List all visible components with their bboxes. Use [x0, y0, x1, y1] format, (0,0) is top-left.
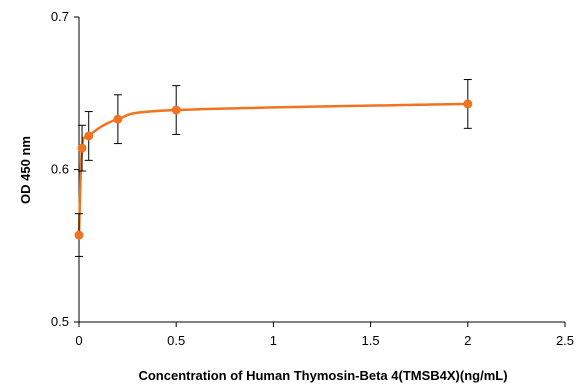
data-point — [84, 131, 94, 141]
x-tick-label: 2 — [464, 333, 471, 348]
x-tick-label: 1.5 — [362, 333, 380, 348]
data-point — [171, 105, 181, 115]
fit-line — [77, 102, 468, 236]
fit-curve — [77, 102, 468, 236]
x-axis-title: Concentration of Human Thymosin-Beta 4(T… — [138, 368, 507, 383]
data-points — [74, 99, 473, 240]
y-tick-label: 0.6 — [51, 162, 69, 177]
data-point — [113, 114, 123, 124]
y-tick-label: 0.7 — [51, 9, 69, 24]
data-point — [74, 230, 84, 240]
x-tick-label: 0.5 — [167, 333, 185, 348]
data-point — [77, 143, 87, 153]
data-point — [463, 99, 473, 109]
axes: 0.5 0.6 0.7 0 0.5 1 1.5 2 2.5 — [51, 9, 574, 348]
x-tick-label: 2.5 — [556, 333, 574, 348]
y-axis-title: OD 450 nm — [18, 136, 33, 204]
y-tick-label: 0.5 — [51, 314, 69, 329]
x-tick-label: 1 — [270, 333, 277, 348]
x-tick-label: 0 — [75, 333, 82, 348]
